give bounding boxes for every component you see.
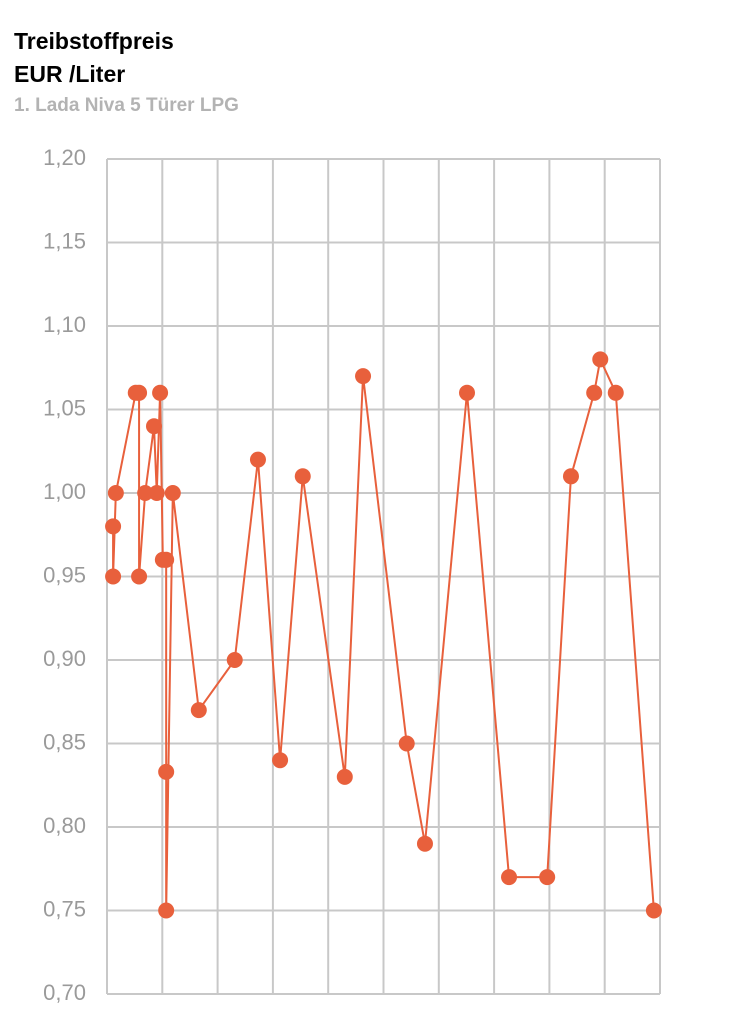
point: [226, 652, 243, 668]
y-tick-label: 1,20: [43, 145, 86, 170]
point: [336, 768, 353, 785]
point: [459, 384, 476, 401]
point: [152, 384, 169, 401]
point: [137, 485, 154, 501]
point: [592, 351, 609, 368]
point: [158, 551, 175, 568]
y-tick-label: 1,05: [43, 395, 86, 420]
y-tick-label: 1,15: [43, 228, 86, 253]
point: [105, 518, 122, 535]
y-tick-label: 1,00: [43, 479, 86, 504]
y-tick-label: 0,70: [43, 980, 86, 1005]
point: [416, 835, 433, 852]
point: [158, 902, 175, 919]
point: [164, 485, 181, 501]
point: [146, 418, 163, 435]
point: [539, 869, 556, 886]
point: [148, 485, 165, 501]
y-tick-label: 1,10: [43, 312, 86, 337]
y-tick-label: 0,80: [43, 813, 86, 838]
point: [645, 902, 662, 919]
y-tick-label: 0,90: [43, 646, 86, 671]
y-axis-label: EUR /Liter: [14, 61, 125, 87]
point: [294, 468, 311, 485]
y-tick-label: 0,75: [43, 896, 86, 921]
point: [190, 702, 207, 719]
chart-subtitle: 1. Lada Niva 5 Türer LPG: [14, 95, 239, 116]
point: [562, 468, 579, 485]
point: [131, 568, 148, 585]
point: [131, 384, 148, 401]
y-tick-label: 0,85: [43, 729, 86, 754]
point: [105, 568, 122, 585]
point: [398, 735, 415, 752]
point: [249, 451, 266, 468]
point: [607, 384, 624, 401]
point: [158, 763, 175, 780]
point: [586, 384, 603, 401]
point: [272, 752, 289, 769]
point: [107, 485, 124, 501]
chart-title: Treibstoffpreis: [14, 28, 174, 54]
y-tick-label: 0,95: [43, 562, 86, 587]
point: [501, 869, 518, 886]
point: [355, 368, 372, 385]
